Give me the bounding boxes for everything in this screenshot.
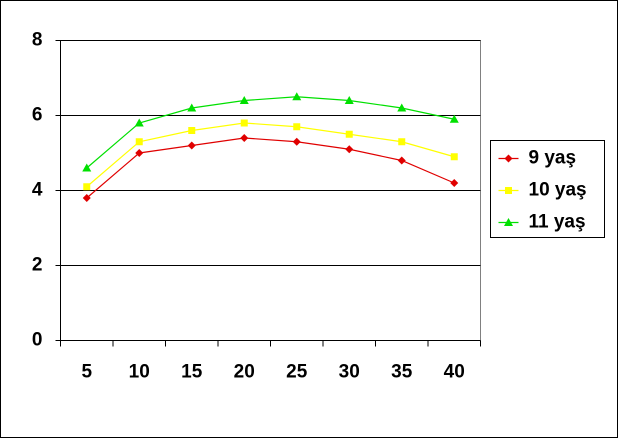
marker bbox=[293, 123, 301, 131]
marker bbox=[135, 138, 143, 146]
marker bbox=[504, 154, 513, 163]
marker bbox=[187, 103, 197, 112]
x-tick-label: 35 bbox=[391, 362, 413, 383]
marker bbox=[344, 96, 354, 104]
marker bbox=[240, 134, 249, 142]
y-tick-label: 2 bbox=[32, 255, 43, 276]
y-tick-label: 8 bbox=[32, 30, 43, 51]
series-line bbox=[86, 137, 455, 199]
marker bbox=[83, 183, 91, 191]
marker bbox=[397, 103, 407, 112]
marker bbox=[135, 149, 144, 157]
marker bbox=[449, 114, 459, 123]
x-tick-label: 20 bbox=[234, 362, 255, 383]
x-tick-label: 5 bbox=[81, 362, 92, 383]
x-tick-label: 10 bbox=[129, 362, 150, 383]
x-tick-label: 25 bbox=[286, 362, 308, 383]
legend-label: 10 yaş bbox=[529, 180, 587, 201]
marker bbox=[292, 137, 301, 146]
y-tick-label: 6 bbox=[32, 105, 43, 126]
marker bbox=[240, 119, 248, 127]
marker bbox=[187, 141, 196, 150]
y-tick-label: 4 bbox=[32, 180, 43, 201]
x-tick-label: 30 bbox=[339, 362, 360, 383]
marker bbox=[239, 96, 249, 104]
marker bbox=[292, 92, 302, 101]
marker bbox=[345, 130, 353, 138]
marker bbox=[398, 138, 406, 146]
series-line bbox=[86, 96, 455, 169]
marker bbox=[450, 153, 458, 161]
legend-label: 9 yaş bbox=[529, 148, 577, 169]
marker bbox=[188, 127, 196, 134]
marker bbox=[505, 187, 512, 194]
marker bbox=[450, 179, 459, 187]
series-line bbox=[86, 122, 455, 188]
marker bbox=[134, 118, 144, 127]
marker bbox=[504, 218, 513, 226]
legend-label: 11 yaş bbox=[529, 212, 586, 233]
marker bbox=[82, 163, 92, 172]
x-tick-label: 15 bbox=[181, 362, 203, 383]
marker bbox=[345, 145, 354, 154]
marker bbox=[397, 156, 406, 165]
x-tick-label: 40 bbox=[444, 362, 465, 383]
marker bbox=[82, 194, 91, 202]
y-tick-label: 0 bbox=[32, 330, 43, 351]
